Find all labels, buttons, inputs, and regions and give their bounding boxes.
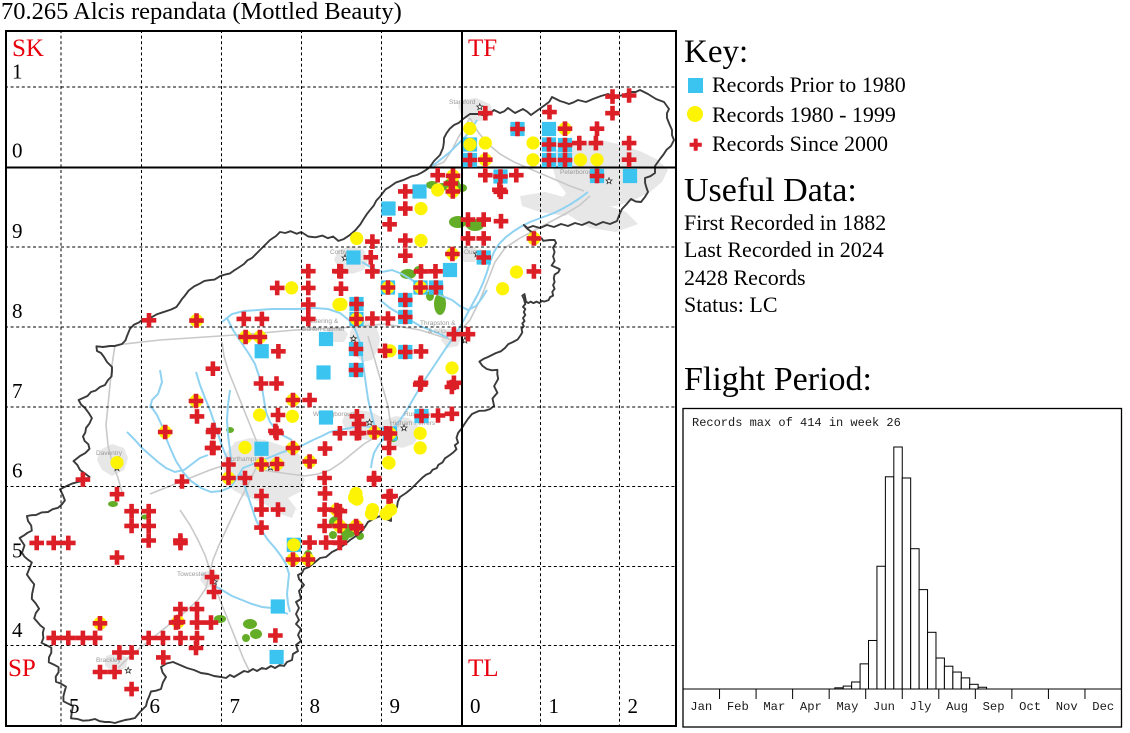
svg-text:8: 8 (12, 299, 23, 323)
svg-text:Aug: Aug (946, 700, 968, 714)
svg-text:5: 5 (12, 539, 23, 563)
svg-text:SP: SP (8, 655, 36, 682)
svg-text:Burton Latimer: Burton Latimer (302, 326, 345, 333)
svg-text:Nov: Nov (1056, 700, 1078, 714)
svg-text:9: 9 (390, 694, 401, 718)
svg-text:Thrapston &: Thrapston & (420, 320, 456, 327)
svg-text:1: 1 (12, 60, 23, 84)
svg-text:0: 0 (470, 694, 481, 718)
svg-text:TL: TL (468, 655, 499, 682)
svg-text:Higham Ferrers: Higham Ferrers (390, 420, 436, 427)
svg-text:& Islip: & Islip (428, 328, 446, 335)
svg-text:1: 1 (549, 694, 560, 718)
svg-text:Northampton: Northampton (226, 456, 264, 463)
svg-text:Oundle: Oundle (464, 249, 485, 256)
svg-text:8: 8 (310, 694, 321, 718)
svg-text:Mar: Mar (763, 700, 785, 714)
svg-text:Towcester: Towcester (177, 571, 207, 578)
svg-text:Daventry: Daventry (96, 450, 123, 457)
svg-text:SK: SK (12, 35, 44, 62)
svg-text:Apr: Apr (800, 700, 822, 714)
svg-text:Jun: Jun (873, 700, 895, 714)
svg-text:5: 5 (69, 694, 80, 718)
svg-text:2: 2 (628, 694, 639, 718)
svg-text:Records max of 414 in week 26: Records max of 414 in week 26 (692, 416, 901, 430)
svg-text:Corby: Corby (330, 249, 348, 256)
svg-text:Jly: Jly (910, 700, 932, 714)
svg-text:TF: TF (468, 35, 497, 62)
svg-text:Kettering &: Kettering & (306, 318, 339, 325)
svg-text:9: 9 (12, 219, 23, 243)
svg-text:Brackley: Brackley (96, 657, 122, 664)
svg-text:7: 7 (12, 379, 23, 403)
svg-text:7: 7 (230, 694, 241, 718)
svg-text:0: 0 (12, 139, 23, 163)
svg-text:Sep: Sep (983, 700, 1005, 714)
svg-text:6: 6 (150, 694, 161, 718)
svg-text:4: 4 (12, 618, 23, 642)
svg-text:Wellingborough: Wellingborough (313, 411, 358, 418)
svg-text:Dec: Dec (1092, 700, 1114, 714)
svg-text:Jan: Jan (690, 700, 712, 714)
svg-text:Oct: Oct (1019, 700, 1041, 714)
svg-text:Feb: Feb (727, 700, 749, 714)
svg-text:6: 6 (12, 459, 23, 483)
svg-text:Peterborough: Peterborough (560, 169, 600, 176)
svg-text:May: May (836, 700, 858, 714)
